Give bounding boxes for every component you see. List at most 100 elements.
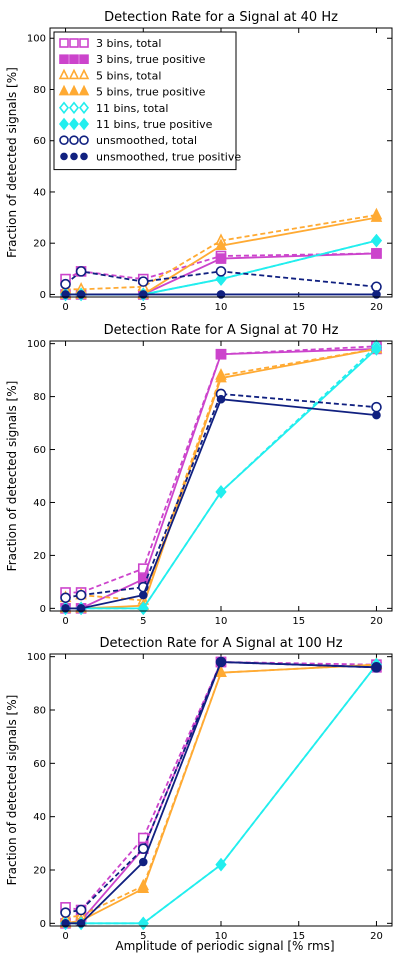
plot-frame [49, 27, 393, 298]
x-tick-label: 0 [62, 302, 68, 313]
x-tick-label: 20 [370, 302, 383, 313]
legend-marker [78, 117, 90, 131]
legend-marker [69, 54, 79, 65]
legend-label: 5 bins, total [96, 69, 161, 82]
data-point [137, 276, 149, 287]
y-tick-label: 100 [27, 34, 46, 45]
data-point [60, 907, 71, 918]
legend-entry: 11 bins, total [58, 101, 168, 115]
legend-marker [58, 84, 70, 96]
series-line [65, 661, 377, 925]
legend-label: 11 bins, total [96, 102, 168, 115]
legend-entry: unsmoothed, total [59, 134, 197, 147]
series-line [65, 214, 377, 291]
legend-marker [58, 117, 70, 131]
legend-entry: 11 bins, true positive [58, 117, 213, 131]
legend-marker [58, 101, 70, 115]
data-point [76, 604, 86, 613]
y-tick-label: 100 [27, 339, 46, 350]
y-tick-label: 0 [40, 919, 46, 930]
data-point [137, 916, 149, 931]
y-tick-label: 20 [33, 866, 46, 877]
series-s5-tp [59, 341, 383, 613]
x-tick-label: 0 [62, 616, 68, 627]
series-line [65, 348, 377, 610]
legend-marker [68, 68, 80, 80]
data-point [372, 663, 381, 672]
series-s11-tp [60, 342, 382, 616]
data-point [371, 248, 382, 259]
x-tick-label: 5 [140, 302, 146, 313]
legend-label: 3 bins, true positive [96, 53, 206, 66]
plot-frame [49, 653, 393, 927]
legend-label: unsmoothed, true positive [96, 150, 241, 163]
data-point [215, 253, 227, 264]
data-point [215, 238, 227, 251]
y-tick-label: 0 [40, 290, 46, 301]
y-tick-label: 40 [33, 187, 46, 198]
y-tick-label: 20 [33, 551, 46, 562]
x-tick-label: 15 [292, 616, 305, 627]
x-tick-label: 5 [140, 616, 146, 627]
data-point [215, 348, 227, 360]
legend-marker [58, 68, 70, 80]
y-axis-label: Fraction of detected signals [%] [5, 381, 19, 572]
series-line [65, 348, 378, 610]
data-point [370, 210, 383, 222]
series-s5-total [59, 657, 383, 923]
legend-label: 5 bins, true positive [96, 86, 206, 99]
legend-entry: 3 bins, total [59, 37, 161, 50]
data-point [216, 657, 226, 667]
data-point [75, 904, 87, 916]
data-point [370, 342, 382, 356]
legend-label: 11 bins, true positive [96, 118, 213, 131]
legend-marker [70, 152, 78, 161]
legend-marker [79, 135, 89, 145]
series-su-tp [61, 394, 381, 613]
y-tick-label: 60 [33, 759, 46, 770]
series-line [65, 348, 377, 602]
data-point [61, 604, 70, 613]
legend-marker [69, 135, 79, 145]
data-point [75, 266, 87, 277]
series-line [65, 345, 378, 610]
y-tick-label: 20 [33, 239, 46, 250]
y-tick-label: 80 [33, 85, 46, 96]
series-s3-total [60, 656, 382, 916]
y-tick-label: 80 [33, 706, 46, 717]
data-point [215, 272, 227, 286]
data-point [138, 857, 148, 867]
plot-frame [49, 340, 393, 612]
data-point [371, 401, 382, 413]
series-line [65, 348, 377, 610]
y-tick-label: 0 [40, 604, 46, 615]
series-s5-tp [59, 657, 383, 928]
legend-entry: 3 bins, true positive [59, 53, 206, 66]
legend-label: unsmoothed, total [96, 134, 197, 147]
series-line [65, 398, 377, 610]
legend-entry: unsmoothed, true positive [60, 150, 241, 163]
chart-panel: Detection Rate for a Signal at 40 Hz Frac… [5, 10, 393, 313]
chart-panel: Detection Rate for A Signal at 100 Hz Fra… [5, 636, 393, 942]
series-s3-tp [60, 656, 382, 929]
y-tick-label: 80 [33, 392, 46, 403]
series-su-tp [61, 290, 381, 299]
legend-marker [68, 117, 80, 131]
legend-marker [78, 84, 90, 96]
legend-label: 3 bins, total [96, 37, 161, 50]
data-point [138, 590, 148, 600]
legend-entry: 5 bins, true positive [58, 84, 206, 99]
series-line [65, 661, 377, 911]
data-point [60, 592, 71, 604]
x-tick-label: 0 [62, 931, 68, 942]
data-point [60, 278, 71, 290]
y-tick-label: 60 [33, 136, 46, 147]
legend-marker [78, 101, 90, 115]
x-tick-label: 20 [370, 931, 383, 942]
legend-marker [79, 54, 89, 65]
x-axis-label: Amplitude of periodic signal [% rms] [115, 939, 334, 953]
data-point [372, 290, 381, 299]
legend-marker [68, 84, 80, 96]
data-point [370, 233, 382, 248]
